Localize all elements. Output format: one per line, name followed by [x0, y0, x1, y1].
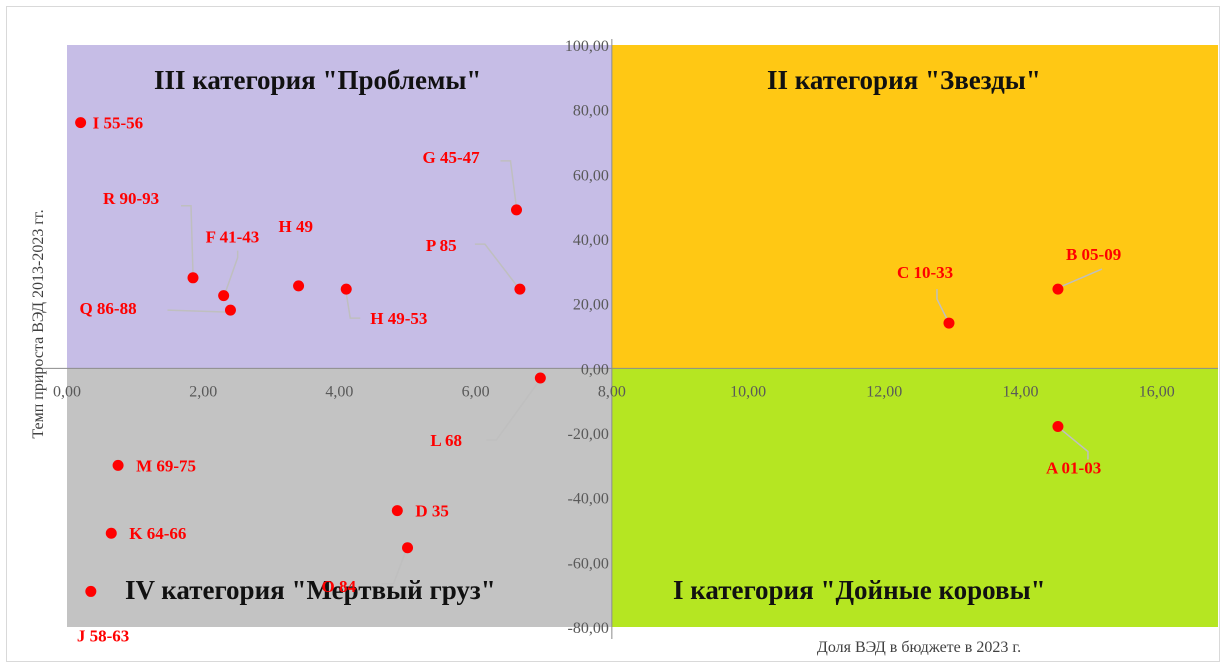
leader-line-q-86-88: [167, 309, 229, 313]
data-label-p-85: P 85: [426, 236, 457, 255]
y-tick-label: 0,00: [581, 361, 609, 378]
y-tick-label: -60,00: [568, 555, 609, 572]
quadrant-title-top-right: II категория "Звезды": [767, 65, 1041, 95]
data-point-g-45-47: [511, 204, 523, 216]
x-tick-label: 2,00: [189, 383, 217, 400]
leader-line-o-84: [381, 551, 407, 585]
x-tick-label: 10,00: [730, 383, 766, 400]
y-tick-label: -20,00: [568, 426, 609, 443]
data-point-c-10-33: [943, 317, 955, 329]
data-point-k-64-66: [105, 527, 117, 539]
data-point-p-85: [514, 283, 526, 295]
leader-line-a-01-03: [1059, 427, 1089, 460]
data-point-o-84: [402, 542, 414, 554]
y-tick-label: -80,00: [568, 620, 609, 637]
data-label-d-35: D 35: [415, 502, 449, 521]
data-point-j-58-63: [85, 585, 97, 597]
quadrant-bottom-left: [67, 368, 612, 627]
axis-layer: 0,00 2,00 4,00 6,00 8,00 10,00 12,00 14,00 16,00…: [30, 38, 1218, 656]
y-tick-label: 40,00: [573, 232, 609, 249]
data-label-c-10-33: C 10-33: [897, 263, 953, 282]
quadrant-top-left: [67, 45, 612, 369]
y-axis-title: Темп прироста ВЭД 2013-2023 гг.: [30, 209, 47, 438]
leader-line-g-45-47: [500, 160, 518, 208]
data-label-m-69-75: M 69-75: [136, 456, 196, 475]
data-point-d-35: [391, 505, 403, 517]
data-label-h-49-53: H 49-53: [370, 309, 427, 328]
x-tick-label: 8,00: [598, 383, 626, 400]
x-tick-label: 0,00: [53, 383, 81, 400]
leader-line-c-10-33: [936, 289, 948, 320]
y-tick-label: 80,00: [573, 103, 609, 120]
quadrant-bottom-right: [611, 368, 1218, 627]
x-tick-label: 12,00: [866, 383, 902, 400]
data-point-i-55-56: [75, 117, 87, 129]
leader-line-l-68: [486, 381, 539, 441]
y-tick-label: -40,00: [568, 491, 609, 508]
data-label-b-05-09: B 05-09: [1066, 245, 1121, 264]
data-point-f-41-43: [218, 290, 230, 302]
data-point-b-05-09: [1052, 283, 1064, 295]
leader-line-r-90-93: [180, 205, 194, 274]
data-point-a-01-03: [1052, 421, 1064, 433]
data-label-r-90-93: R 90-93: [103, 189, 159, 208]
leader-line-p-85: [474, 243, 519, 288]
quadrant-title-top-left: III категория "Проблемы": [154, 65, 481, 95]
leader-line-f-41-43: [224, 250, 239, 292]
point-layer: I 55-56 G 45-47 R 90-93 F 41-43 H 49 P 85 Q 86…: [75, 114, 1121, 645]
y-tick-label: 100,00: [565, 38, 609, 55]
chart-frame: III категория "Проблемы" II категория "Зв…: [6, 6, 1220, 662]
data-label-f-41-43: F 41-43: [206, 228, 260, 247]
y-tick-label: 60,00: [573, 167, 609, 184]
y-tick-label: 20,00: [573, 297, 609, 314]
data-label-k-64-66: K 64-66: [129, 524, 186, 543]
data-label-i-55-56: I 55-56: [93, 114, 144, 133]
data-point-r-90-93: [187, 272, 199, 284]
data-label-o-84: O 84: [322, 577, 357, 596]
data-point-m-69-75: [112, 459, 124, 471]
data-label-q-86-88: Q 86-88: [79, 299, 136, 318]
quadrant-top-right: [611, 45, 1218, 369]
x-axis-title: Доля ВЭД в бюджете в 2023 г.: [817, 639, 1021, 656]
leader-line-h-49-53: [345, 292, 361, 319]
leader-line-b-05-09: [1059, 268, 1103, 288]
data-point-h-49: [293, 280, 305, 292]
data-label-l-68: L 68: [430, 431, 462, 450]
data-label-h-49: H 49: [279, 217, 313, 236]
data-point-l-68: [534, 372, 546, 384]
quadrant-layer: III категория "Проблемы" II категория "Зв…: [67, 45, 1218, 627]
data-point-q-86-88: [224, 304, 236, 316]
data-label-j-58-63: J 58-63: [77, 626, 129, 645]
quadrant-title-bottom-left: IV категория "Мертвый груз": [125, 575, 496, 605]
x-tick-label: 14,00: [1002, 383, 1038, 400]
data-label-g-45-47: G 45-47: [423, 148, 481, 167]
x-tick-label: 6,00: [462, 383, 490, 400]
x-tick-label: 16,00: [1139, 383, 1175, 400]
data-label-a-01-03: A 01-03: [1046, 459, 1101, 478]
data-point-h-49-53: [340, 283, 352, 295]
x-tick-label: 4,00: [325, 383, 353, 400]
quadrant-title-bottom-right: I категория "Дойные коровы": [673, 575, 1046, 605]
scatter-chart: III категория "Проблемы" II категория "Зв…: [30, 38, 1218, 656]
